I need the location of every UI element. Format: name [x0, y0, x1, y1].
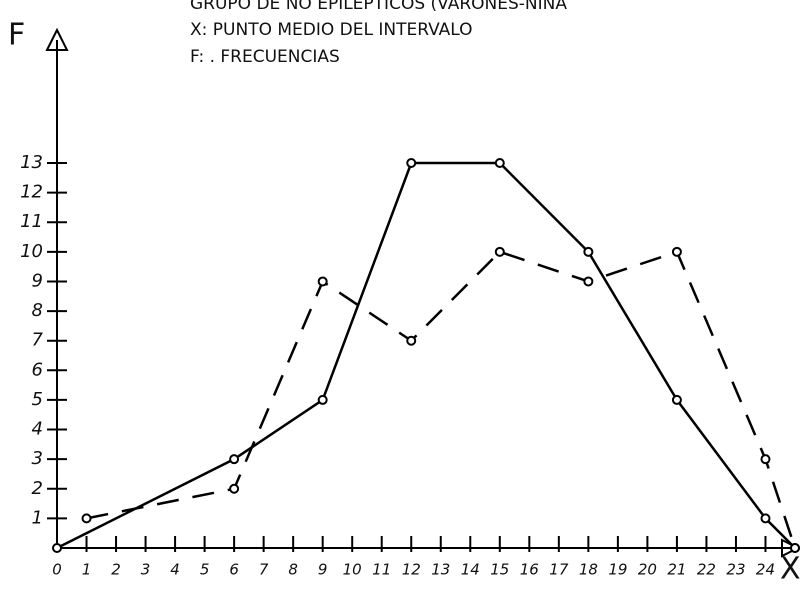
- x-tick-label: 13: [431, 561, 450, 579]
- x-tick-label: 4: [170, 561, 180, 579]
- x-tick-label: 23: [726, 561, 745, 579]
- chart: GRUPO DE NO EPILEPTICOS (VARONES-NIÑA X:…: [0, 0, 808, 587]
- y-tick-label: 8: [32, 300, 43, 321]
- y-tick-label: 4: [32, 419, 43, 440]
- x-tick-label: 10: [343, 561, 362, 579]
- point: [496, 159, 504, 167]
- x-tick-label: 21: [667, 561, 686, 579]
- y-tick-label: 11: [20, 211, 43, 232]
- y-tick-label: 2: [32, 478, 43, 499]
- point: [791, 544, 799, 552]
- x-tick-label: 20: [638, 561, 657, 579]
- x-tick-label: 9: [318, 561, 328, 579]
- y-tick-label: 12: [20, 182, 43, 203]
- point: [584, 248, 592, 256]
- point: [673, 248, 681, 256]
- line-dashed: [87, 252, 795, 548]
- x-tick-label: 22: [697, 561, 716, 579]
- y-tick-label: 10: [20, 241, 43, 262]
- point: [319, 277, 327, 285]
- x-tick-label: 14: [461, 561, 480, 579]
- x-tick-label: 1: [82, 561, 92, 579]
- point: [673, 396, 681, 404]
- x-tick-label: 12: [402, 561, 421, 579]
- x-tick-label: 19: [608, 561, 627, 579]
- y-tick-label: 6: [32, 359, 43, 380]
- line-solid: [57, 163, 795, 548]
- x-tick-label: 2: [111, 561, 121, 579]
- x-tick-label: 8: [288, 561, 298, 579]
- point: [230, 455, 238, 463]
- x-tick-label: 3: [141, 561, 151, 579]
- y-tick-label: 7: [32, 330, 44, 351]
- point: [761, 514, 769, 522]
- point: [319, 396, 327, 404]
- point: [53, 544, 61, 552]
- y-axis-label: F: [8, 18, 25, 53]
- y-tick-label: 3: [32, 448, 43, 469]
- x-tick-label: 17: [549, 561, 569, 579]
- x-tick-label: 15: [490, 561, 509, 579]
- y-tick-label: 5: [32, 389, 43, 410]
- x-tick-label: 16: [520, 561, 539, 579]
- x-tick-label: 24: [756, 561, 775, 579]
- annotation: F: . FRECUENCIAS: [190, 47, 340, 67]
- point: [407, 337, 415, 345]
- x-axis-label: X: [780, 552, 801, 587]
- point: [230, 485, 238, 493]
- x-tick-label: 11: [372, 561, 391, 579]
- point: [83, 514, 91, 522]
- x-tick-label: 6: [229, 561, 239, 579]
- y-tick-label: 13: [20, 152, 43, 173]
- y-tick-label: 9: [32, 270, 43, 291]
- point: [761, 455, 769, 463]
- x-tick-label: 0: [52, 561, 62, 579]
- point: [584, 277, 592, 285]
- chart-title: GRUPO DE NO EPILEPTICOS (VARONES-NIÑA: [190, 0, 567, 14]
- chart-subtitle: X: PUNTO MEDIO DEL INTERVALO: [190, 20, 473, 40]
- x-tick-label: 7: [259, 561, 269, 579]
- point: [496, 248, 504, 256]
- x-tick-label: 18: [579, 561, 598, 579]
- point: [407, 159, 415, 167]
- y-tick-label: 1: [32, 507, 43, 528]
- x-tick-label: 5: [200, 561, 210, 579]
